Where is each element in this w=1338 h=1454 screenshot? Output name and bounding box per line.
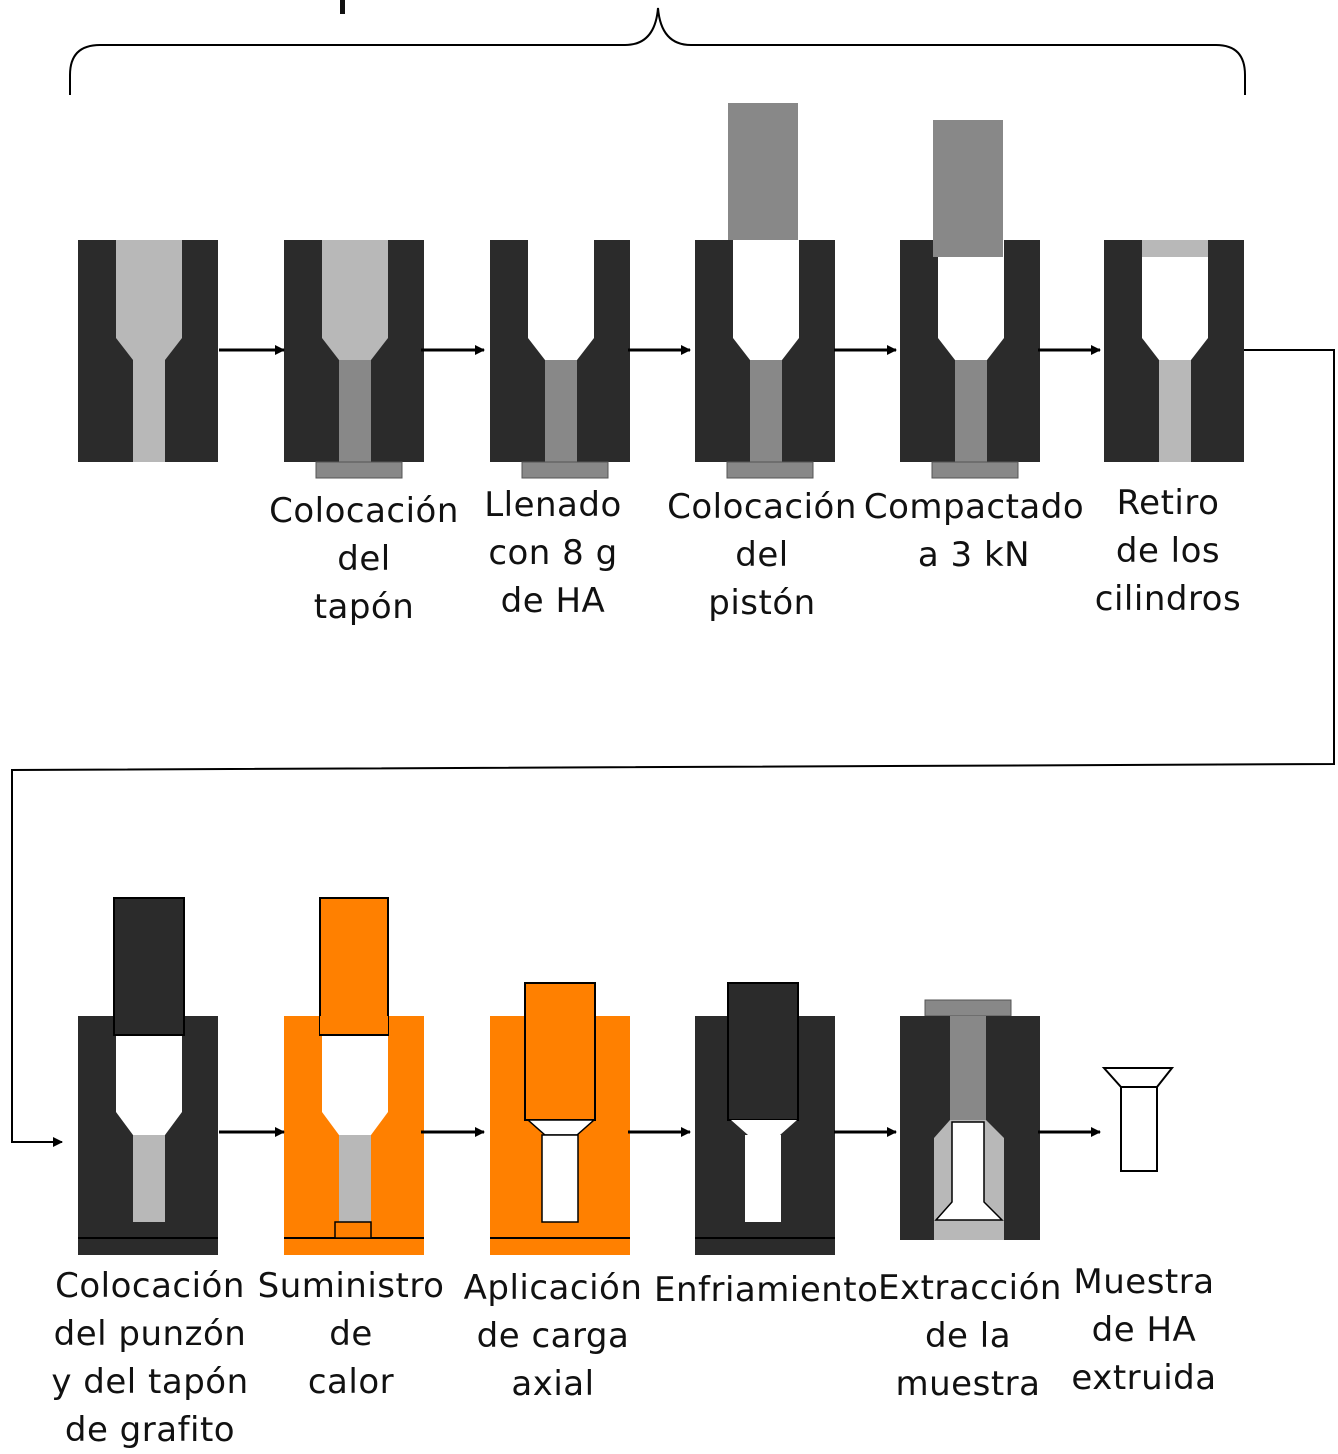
die-cavity-upper (528, 240, 594, 360)
plug (931, 461, 1019, 479)
label-bottom-0: Colocación del punzón y del tapón de grafit… (51, 1266, 249, 1450)
label-top-4: Compactado a 3 kN (863, 487, 1085, 575)
punch (727, 982, 799, 1121)
die-cavity-upper (116, 1016, 182, 1135)
piston (728, 103, 798, 240)
die-cavity-lower (339, 1135, 371, 1222)
residual-layer (1142, 240, 1208, 257)
top-plug (924, 999, 1012, 1017)
label-top-3: Colocación del pistón (667, 487, 857, 623)
arrows (219, 345, 1101, 1137)
die-cavity-lower (133, 360, 165, 462)
extruded-sample (745, 1135, 781, 1222)
die-cavity-lower (339, 360, 371, 462)
label-bottom-4: Extracción de la muestra (878, 1268, 1062, 1404)
punch-gap (320, 1016, 388, 1035)
punch (113, 897, 185, 1036)
plug (726, 461, 814, 479)
die-cavity-upper (322, 240, 388, 360)
label-top-5: Retiro de los cilindros (1094, 483, 1242, 619)
extracted-sample (934, 1121, 1004, 1221)
die-cavity-lower (1159, 360, 1191, 462)
die-cavity-upper (1142, 240, 1208, 360)
row-connector (11, 349, 1335, 1147)
die-cavity-lower (133, 1135, 165, 1222)
punch (319, 897, 389, 1036)
die-cavity-upper (116, 240, 182, 360)
cropped-title-fragment (340, 0, 345, 14)
label-bottom-1: Suministro de calor (257, 1266, 445, 1402)
die-cavity-lower (750, 360, 782, 462)
punch (524, 982, 596, 1121)
extrusion-cone (731, 1120, 797, 1135)
row-top (78, 103, 1244, 479)
die-cavity-lower (545, 360, 577, 462)
sample-shaft (1120, 1086, 1158, 1172)
sample-head (1101, 1067, 1175, 1088)
plug (521, 461, 609, 479)
die-cavity-upper (322, 1035, 388, 1135)
graphite-plug (133, 1222, 165, 1240)
extruded-sample (541, 1134, 579, 1223)
top-brace (69, 7, 1246, 95)
punch-rod (950, 1016, 986, 1120)
die-cavity-upper (733, 240, 799, 360)
label-top-1: Colocación del tapón (269, 491, 459, 627)
label-bottom-5: Muestra de HA extruida (1071, 1262, 1217, 1398)
label-top-2: Llenado con 8 g de HA (484, 485, 622, 621)
label-bottom-3: Enfriamiento (654, 1270, 879, 1310)
sleeve (934, 1222, 1004, 1240)
graphite-plug (334, 1221, 372, 1239)
label-bottom-2: Aplicación de carga axial (463, 1268, 643, 1404)
piston (933, 120, 1003, 257)
die-cavity-upper (938, 240, 1004, 360)
plug (315, 461, 403, 479)
row-bottom (78, 897, 1175, 1255)
die-cavity-lower (955, 360, 987, 462)
